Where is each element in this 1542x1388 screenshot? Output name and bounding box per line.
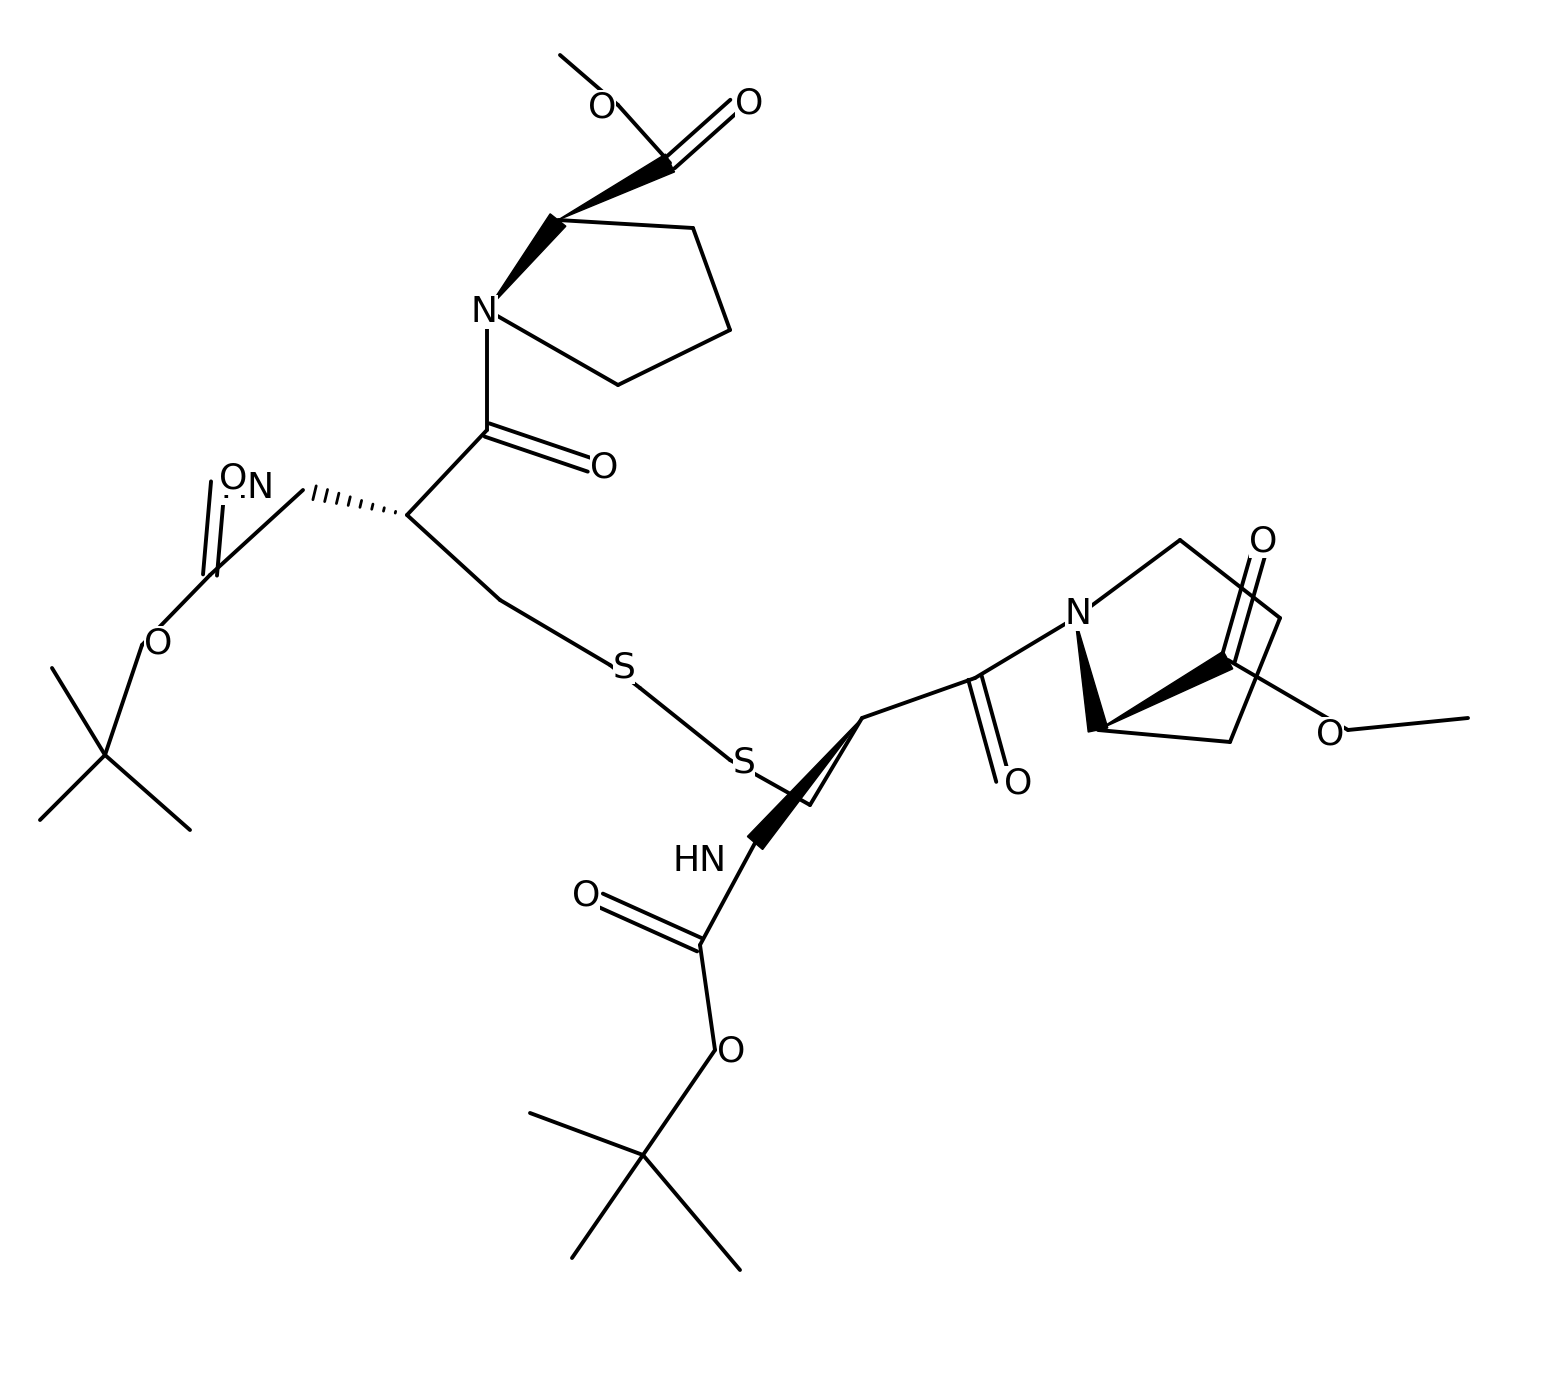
Text: O: O [588,90,617,124]
Text: O: O [1315,718,1345,751]
Text: S: S [612,650,635,684]
Text: O: O [1004,766,1032,799]
Polygon shape [558,154,674,221]
Polygon shape [1098,651,1232,730]
Text: O: O [143,626,173,661]
Text: O: O [717,1035,745,1069]
Text: N: N [470,296,498,329]
Text: O: O [572,879,600,913]
Polygon shape [748,718,862,849]
Text: HN: HN [221,471,274,505]
Text: N: N [1064,597,1092,632]
Polygon shape [487,214,566,310]
Text: O: O [1249,525,1277,558]
Text: S: S [732,745,756,779]
Text: HN: HN [672,844,726,879]
Polygon shape [1075,618,1107,731]
Text: O: O [736,86,763,119]
Text: O: O [219,461,247,496]
Text: O: O [589,450,618,484]
